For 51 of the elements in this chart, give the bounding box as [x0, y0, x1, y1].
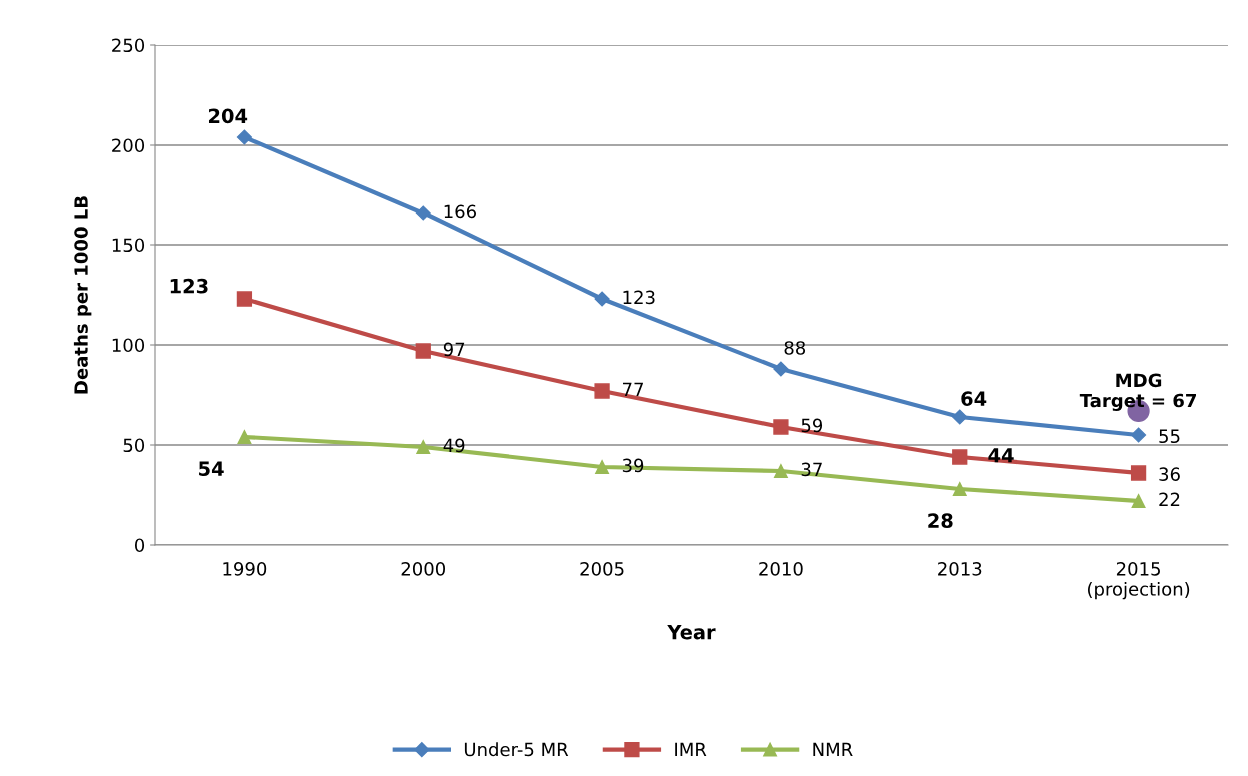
point — [236, 291, 253, 307]
y-tick-label: 150 — [112, 238, 145, 253]
point — [773, 419, 789, 435]
x-tick-label: 2015 (projection) — [1088, 561, 1190, 600]
data-label: 36 — [1159, 467, 1180, 482]
legend-label: IMR — [675, 742, 707, 756]
x-tick-label: 2013 — [938, 561, 982, 576]
legend-label: Under-5 MR — [464, 742, 569, 757]
data-label: 204 — [208, 108, 248, 124]
y-tick-label: 0 — [134, 538, 145, 553]
data-label: 28 — [928, 513, 953, 528]
point — [1131, 494, 1146, 508]
legend-label: NMR — [813, 742, 853, 756]
point — [415, 343, 431, 359]
data-label: 22 — [1159, 492, 1180, 506]
point — [773, 464, 788, 478]
point — [952, 449, 968, 465]
data-label: 54 — [199, 461, 224, 476]
data-label: 55 — [1159, 429, 1180, 444]
y-tick-label: 50 — [123, 438, 145, 453]
point — [1131, 427, 1147, 443]
point — [1130, 465, 1147, 481]
data-label: 77 — [623, 382, 643, 396]
data-label: 123 — [623, 290, 655, 305]
x-tick-label: 1990 — [223, 561, 267, 576]
y-axis-title: Deaths per 1000 LB — [73, 196, 92, 394]
point — [416, 440, 431, 454]
point — [595, 460, 610, 474]
y-tick-label: 200 — [112, 138, 145, 153]
y-tick-label: 100 — [112, 338, 145, 353]
x-tick-label: 2005 — [580, 561, 624, 576]
point — [773, 361, 789, 377]
x-tick-label: 2010 — [759, 561, 803, 576]
point — [952, 482, 967, 496]
point — [594, 383, 610, 399]
annotation: MDG Target = 67 — [1079, 373, 1196, 411]
data-label: 39 — [622, 458, 644, 473]
point — [237, 430, 252, 444]
point — [594, 291, 610, 307]
x-tick-label: 2000 — [401, 561, 446, 576]
data-label: 123 — [170, 278, 208, 294]
x-axis-title: Year — [667, 624, 716, 640]
data-label: 64 — [961, 391, 987, 406]
data-label: 59 — [801, 418, 823, 433]
data-label: 166 — [444, 204, 477, 219]
point — [236, 129, 252, 145]
data-label: 88 — [784, 341, 806, 355]
point — [415, 205, 431, 221]
point — [952, 409, 968, 425]
y-tick-label: 250 — [112, 38, 145, 53]
data-label: 97 — [443, 342, 465, 357]
